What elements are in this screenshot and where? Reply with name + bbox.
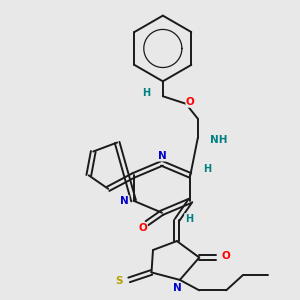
Text: H: H xyxy=(203,164,211,174)
Text: S: S xyxy=(115,276,122,286)
Text: N: N xyxy=(158,151,166,161)
Text: O: O xyxy=(138,223,147,232)
Text: N: N xyxy=(172,283,181,293)
Text: H: H xyxy=(185,214,193,224)
Text: N: N xyxy=(120,196,129,206)
Text: O: O xyxy=(222,251,230,261)
Text: H: H xyxy=(142,88,151,98)
Text: NH: NH xyxy=(210,134,228,145)
Text: O: O xyxy=(186,97,195,107)
